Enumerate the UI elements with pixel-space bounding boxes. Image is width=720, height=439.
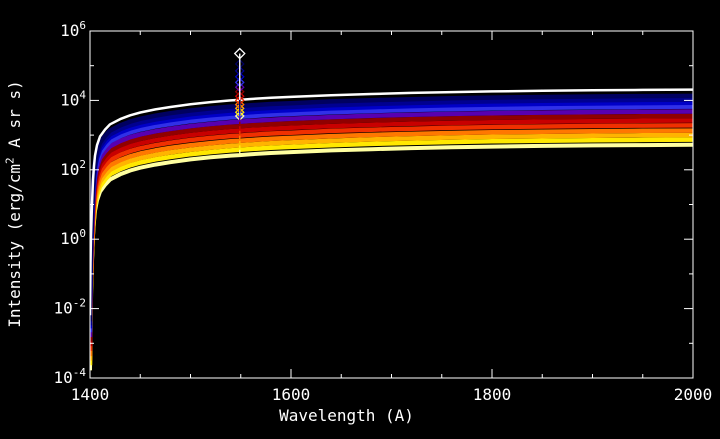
y-tick-label: 106 (60, 19, 86, 40)
x-ticks (89, 31, 694, 378)
plot-border (89, 30, 694, 379)
spike-group (233, 47, 246, 156)
series-curve-11 (90, 132, 693, 361)
series-curve-01 (90, 88, 693, 316)
x-axis-title: Wavelength (A) (279, 406, 414, 425)
series-curve-13 (90, 142, 693, 371)
spike-diamond-curve-01 (233, 47, 246, 60)
y-tick-label: 104 (60, 88, 86, 109)
data-series (90, 88, 693, 371)
y-axis-title: Intensity (erg/cm2 A sr s) (4, 80, 24, 327)
y-tick-label: 10-2 (53, 297, 86, 318)
y-tick-label: 10-4 (53, 366, 86, 387)
y-tick-label: 100 (60, 227, 86, 248)
x-tick-label: 1600 (272, 385, 311, 404)
series-curve-12 (90, 137, 693, 366)
y-axis-title-text: Intensity (erg/cm2 A sr s) (3, 80, 25, 328)
y-ticks (90, 30, 693, 379)
x-tick-label: 2000 (674, 385, 713, 404)
y-tick-label: 102 (60, 158, 86, 179)
x-tick-label: 1400 (71, 385, 110, 404)
x-tick-label: 1800 (473, 385, 512, 404)
series-curve-10 (90, 128, 693, 357)
